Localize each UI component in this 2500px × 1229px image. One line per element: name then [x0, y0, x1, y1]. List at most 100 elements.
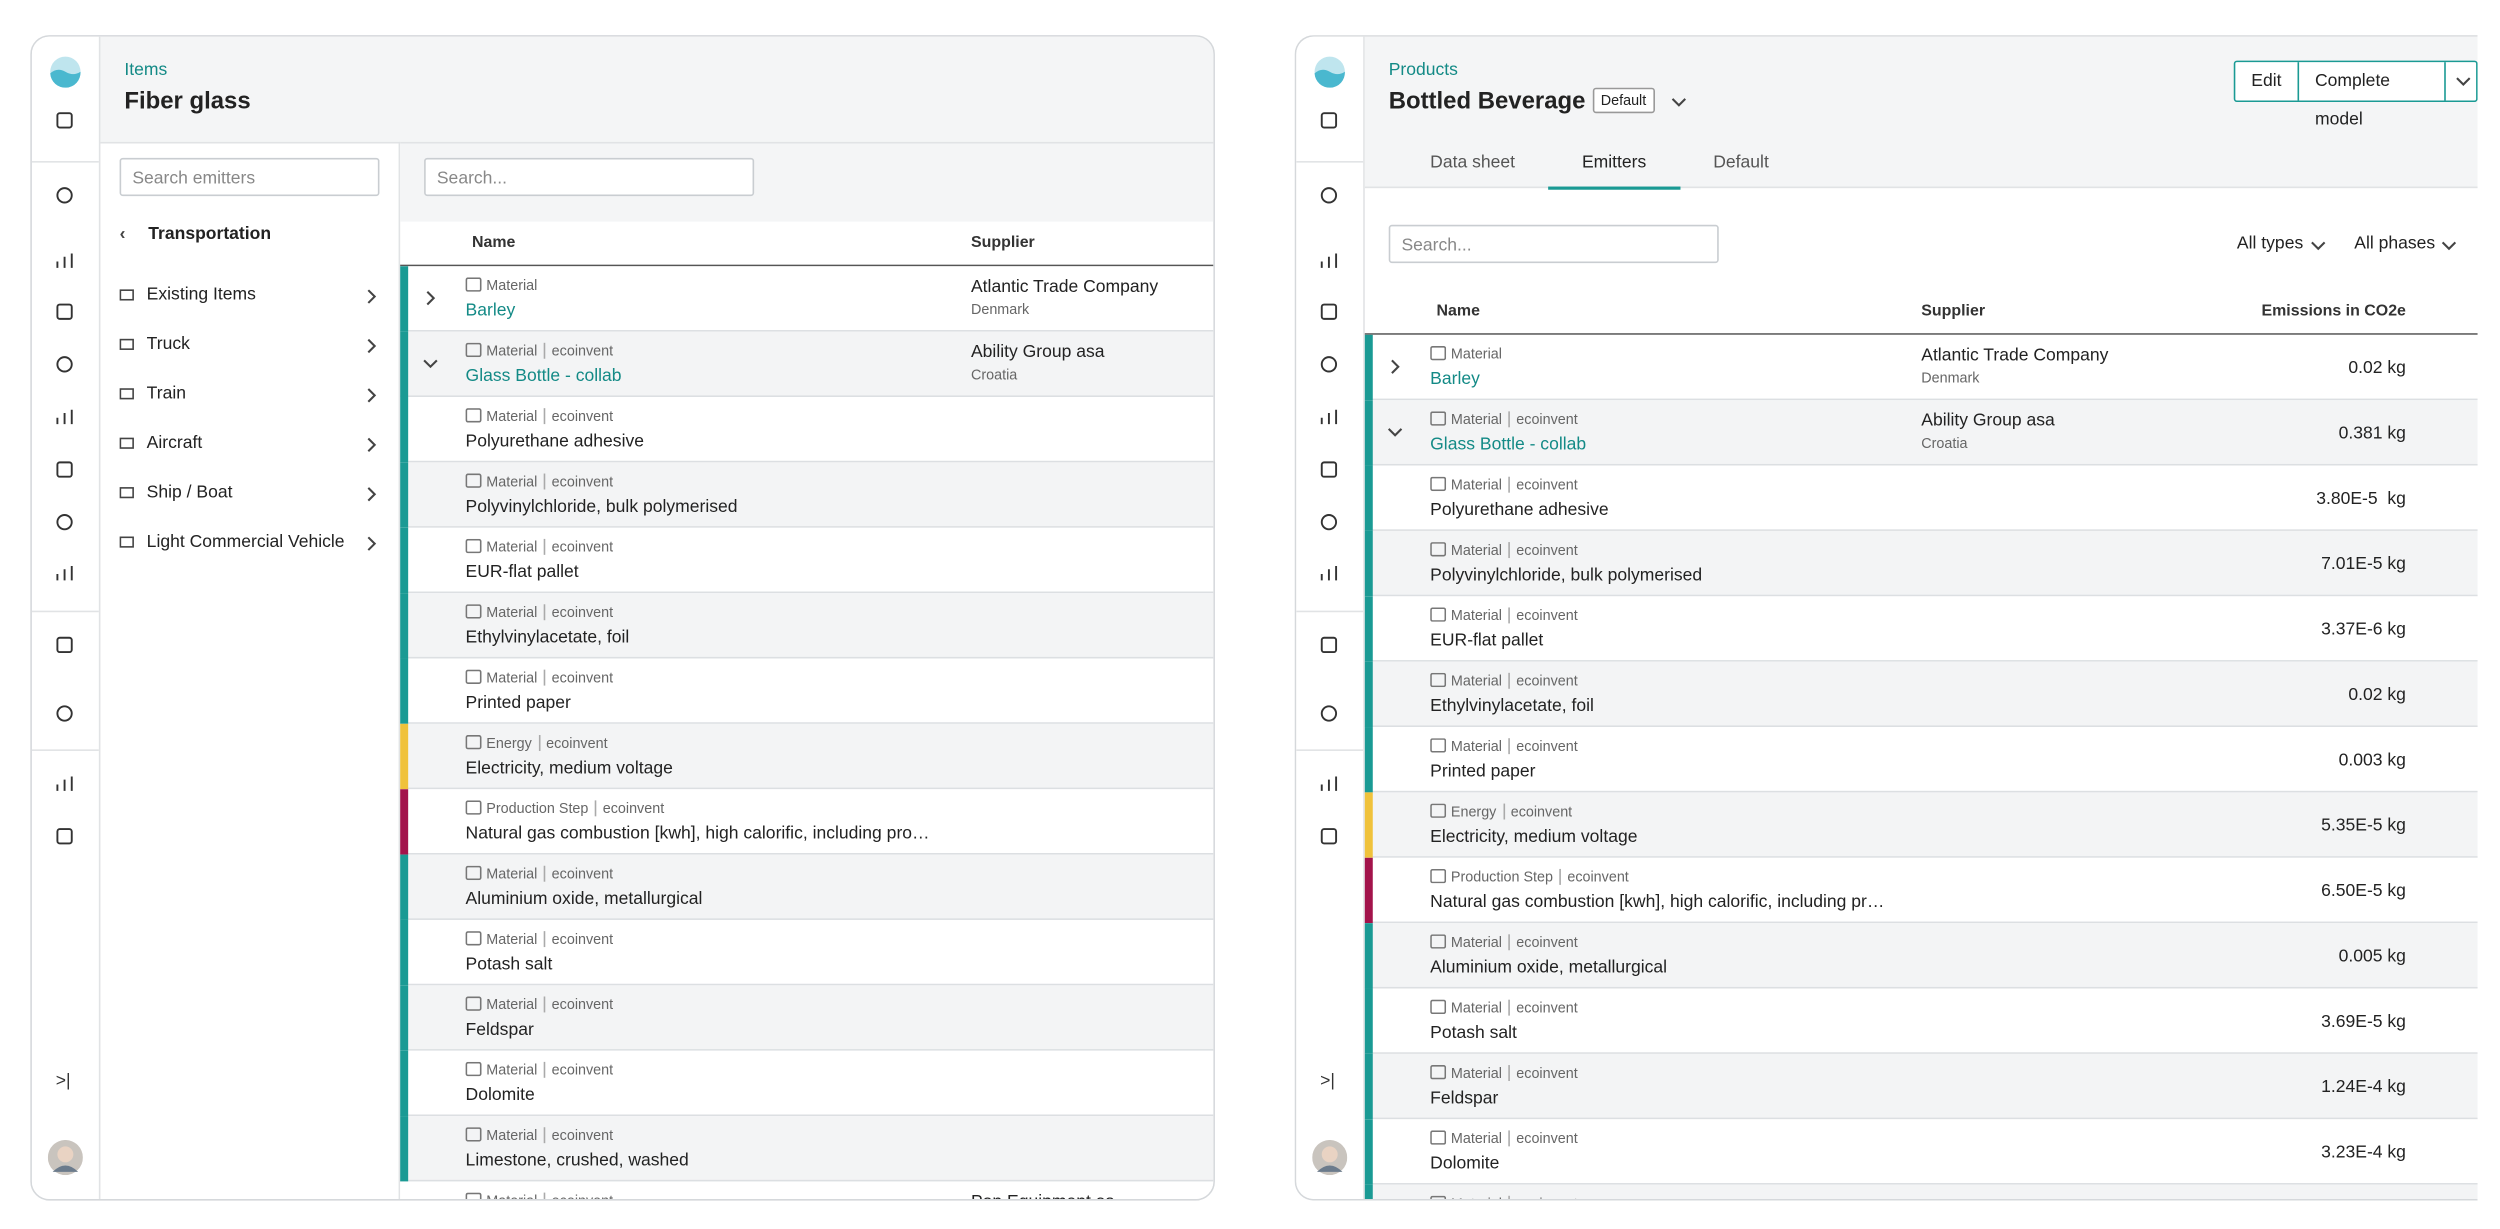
back-link[interactable]: ‹ Transportation [120, 225, 271, 244]
dropdown-chevron[interactable] [1671, 94, 1687, 110]
category-chevron[interactable] [364, 289, 380, 305]
expand-toggle[interactable] [423, 290, 439, 306]
nav-icon[interactable] [54, 635, 75, 656]
button-dropdown[interactable] [2443, 62, 2477, 101]
table-row[interactable]: Production Step ecoinvent Natural gas comb… [400, 789, 1214, 855]
item-name[interactable]: Glass Bottle - collab [1430, 435, 1587, 455]
item-name[interactable]: Barley [1430, 369, 1480, 390]
table-row[interactable]: Material ecoinvent Limestone, crushed, was… [400, 1116, 1214, 1182]
table-row[interactable]: Material ecoinvent Potash salt 3.69E-5 kg [1364, 988, 2478, 1054]
nav-icon[interactable] [1319, 703, 1340, 724]
table-row[interactable]: Material ecoinvent Aluminium oxide, metall… [400, 854, 1214, 920]
nav-icon[interactable] [1319, 563, 1340, 584]
nav-icon[interactable] [1319, 635, 1340, 656]
dropdown-chevron[interactable] [2455, 73, 2471, 89]
table-row[interactable]: Material ecoinvent Feldspar 1.24E-4 kg [1364, 1053, 2478, 1120]
tab[interactable]: Default [1713, 153, 1769, 173]
table-row[interactable]: Material ecoinvent Ethylvinylacetate, foil… [1364, 661, 2478, 728]
table-row[interactable]: Material Barley Atlantic Trade Company Denm… [400, 266, 1214, 332]
search-emitters[interactable]: Search emitters [119, 157, 380, 197]
table-row[interactable]: Material ecoinvent Glass Bottle - collab Ab… [400, 331, 1214, 398]
table-row[interactable]: Material ecoinvent Glass Bottle - collab Ab… [1364, 400, 2478, 466]
item-name[interactable]: Barley [465, 301, 516, 321]
nav-icon[interactable] [1319, 301, 1340, 322]
nav-icon[interactable] [54, 407, 75, 428]
table-row[interactable]: Material ecoinvent Printed paper 0.003 kg [1364, 727, 2478, 793]
table-row[interactable]: Material ecoinvent Polyvinylchloride, bulk… [400, 462, 1214, 528]
nav-icon[interactable] [54, 563, 75, 584]
category-chevron[interactable] [364, 486, 380, 502]
nav-icon[interactable] [54, 703, 75, 724]
nav-icon[interactable] [1319, 250, 1340, 271]
table-row[interactable]: Material ecoinvent Dolomite 3.23E-4 kg [1364, 1119, 2478, 1185]
category-chevron[interactable] [364, 338, 380, 354]
expand-toggle[interactable] [1387, 359, 1403, 375]
expand-toggle[interactable] [423, 356, 439, 372]
nav-icon[interactable] [1319, 185, 1340, 206]
nav-icon[interactable] [54, 110, 75, 131]
table-row[interactable]: Material ecoinvent Pon Equipment as [400, 1181, 1214, 1199]
nav-icon[interactable] [1319, 773, 1340, 794]
table-row[interactable]: Material ecoinvent Polyurethane adhesive [400, 397, 1214, 463]
category[interactable]: Train [119, 383, 383, 415]
tab[interactable]: Data sheet [1430, 153, 1515, 173]
nav-icon[interactable] [54, 185, 75, 206]
table-row[interactable]: Material ecoinvent Potash salt [400, 919, 1214, 986]
nav-icon[interactable] [54, 250, 75, 271]
expand-toggle[interactable] [1387, 424, 1403, 440]
table-row[interactable]: Energy ecoinvent Electricity, medium volta… [1364, 792, 2478, 858]
item-name: Electricity, medium voltage [1430, 827, 1638, 847]
button[interactable]: Complete model [2297, 62, 2443, 129]
nav-icon[interactable] [1319, 407, 1340, 428]
breadcrumb[interactable]: Products [1388, 60, 1458, 80]
nav-icon[interactable] [54, 301, 75, 322]
table-row[interactable]: Energy ecoinvent Electricity, medium volta… [400, 723, 1214, 790]
nav-icon[interactable] [54, 459, 75, 480]
category-chevron[interactable] [364, 387, 380, 403]
search[interactable]: Search... [424, 157, 755, 197]
nav-icon[interactable] [1319, 354, 1340, 375]
filter[interactable]: All types [2237, 234, 2326, 254]
table-row[interactable]: Material ecoinvent Dolomite [400, 1050, 1214, 1117]
table-row[interactable]: Material ecoinvent Ethylvinylacetate, foil [400, 593, 1214, 659]
collapse-toggle[interactable]: >| [55, 1071, 71, 1091]
table-row[interactable]: Material ecoinvent [1364, 1184, 2478, 1199]
table-row[interactable]: Production Step ecoinvent Natural gas comb… [1364, 857, 2478, 924]
table-row[interactable]: Material ecoinvent Printed paper [400, 658, 1214, 724]
filter-chevron[interactable] [2442, 238, 2458, 254]
table-row[interactable]: Material Barley Atlantic Trade Company Denm… [1364, 334, 2478, 401]
collapse-toggle[interactable]: >| [1320, 1071, 1335, 1091]
table-row[interactable]: Material ecoinvent Feldspar [400, 985, 1214, 1051]
filter-chevron[interactable] [2310, 238, 2326, 254]
filter[interactable]: All phases [2354, 234, 2458, 254]
category-chevron[interactable] [364, 536, 380, 552]
nav-icon[interactable] [1319, 826, 1340, 847]
category[interactable]: Existing Items [119, 284, 383, 316]
category[interactable]: Light Commercial Vehicle [119, 531, 383, 563]
table-row[interactable]: Material ecoinvent Polyurethane adhesive 3.… [1364, 465, 2478, 531]
button[interactable]: Edit [2251, 71, 2282, 91]
category[interactable]: Truck [119, 333, 383, 365]
table-row[interactable]: Material ecoinvent EUR-flat pallet 3.37E-6 … [1364, 596, 2478, 662]
nav-icon[interactable] [54, 826, 75, 847]
item-name[interactable]: Glass Bottle - collab [465, 366, 622, 386]
nav-icon[interactable] [54, 512, 75, 533]
category[interactable]: Ship / Boat [119, 482, 383, 514]
item-source: ecoinvent [543, 669, 614, 686]
nav-icon[interactable] [54, 773, 75, 794]
nav-icon[interactable] [1319, 512, 1340, 533]
table-row[interactable]: Material ecoinvent EUR-flat pallet [400, 527, 1214, 594]
table-row[interactable]: Material ecoinvent Polyvinylchloride, bulk… [1364, 530, 2478, 597]
nav-icon[interactable] [1319, 110, 1340, 131]
breadcrumb[interactable]: Items [124, 60, 168, 80]
tab[interactable]: Emitters [1548, 148, 1680, 190]
table-row[interactable]: Material ecoinvent Aluminium oxide, metall… [1364, 923, 2478, 989]
nav-icon[interactable] [54, 354, 75, 375]
category-chevron[interactable] [364, 437, 380, 453]
avatar[interactable] [47, 1139, 83, 1176]
row-meta: Material ecoinvent [1430, 999, 1578, 1016]
category[interactable]: Aircraft [119, 432, 383, 464]
search[interactable]: Search... [1388, 224, 1719, 264]
avatar[interactable] [1312, 1139, 1348, 1176]
nav-icon[interactable] [1319, 459, 1340, 480]
